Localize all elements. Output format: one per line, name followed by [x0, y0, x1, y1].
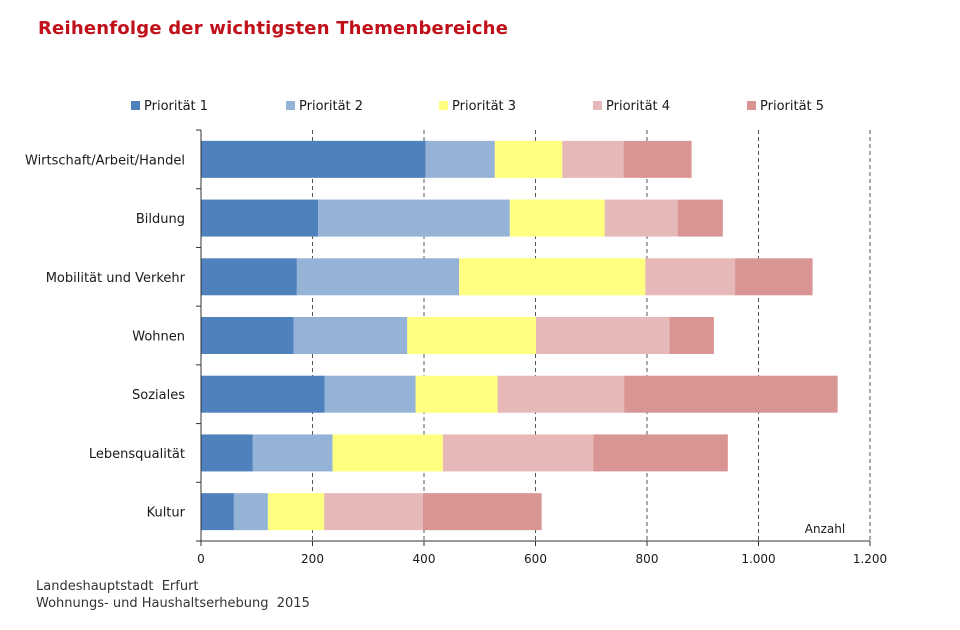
footer-line-1: Landeshauptstadt Erfurt: [36, 578, 310, 595]
legend-swatch: [439, 101, 448, 110]
bar-segment: [562, 141, 623, 178]
bar-segment: [510, 200, 605, 237]
x-tick-label: 0: [197, 552, 205, 566]
x-axis-label: Anzahl: [805, 522, 845, 536]
bar-segment: [253, 434, 333, 471]
bar-segment: [201, 376, 325, 413]
bar-segment: [333, 434, 443, 471]
category-label: Lebensqualität: [89, 447, 185, 462]
legend-swatch: [593, 101, 602, 110]
source-footer: Landeshauptstadt Erfurt Wohnungs- und Ha…: [36, 578, 310, 612]
x-tick-label: 600: [524, 552, 547, 566]
bar-segment: [536, 317, 669, 354]
bar-segment: [645, 258, 735, 295]
bar-segment: [423, 493, 542, 530]
legend-swatch: [131, 101, 140, 110]
bar-segment: [201, 317, 294, 354]
x-tick-label: 400: [413, 552, 436, 566]
bar-segment: [624, 376, 838, 413]
legend-label: Priorität 2: [299, 99, 363, 114]
bar-segment: [201, 258, 297, 295]
x-tick-label: 1.200: [853, 552, 887, 566]
legend-label: Priorität 5: [760, 99, 824, 114]
category-label: Wohnen: [132, 330, 185, 345]
bar-segment: [605, 200, 678, 237]
bar-segment: [201, 200, 318, 237]
category-label: Wirtschaft/Arbeit/Handel: [25, 153, 185, 168]
bar-segment: [735, 258, 812, 295]
category-label: Soziales: [132, 388, 185, 403]
category-label: Kultur: [147, 506, 186, 521]
category-labels: Wirtschaft/Arbeit/Handel Bildung Mobilität…: [25, 153, 186, 520]
legend-label: Priorität 4: [606, 99, 670, 114]
legend-swatch: [747, 101, 756, 110]
bar-segment: [325, 376, 416, 413]
bar-segment: [201, 141, 426, 178]
bar-segment: [459, 258, 645, 295]
bar-segment: [669, 317, 714, 354]
x-tick-labels: 0 200 400 600 800 1.000 1.200: [197, 552, 887, 566]
bar-segment: [593, 434, 727, 471]
bar-segment: [201, 434, 253, 471]
bar-segment: [234, 493, 268, 530]
bar-segment: [498, 376, 625, 413]
legend: Priorität 1 Priorität 2 Priorität 3 Priorit…: [131, 99, 824, 114]
bar-segment: [318, 200, 510, 237]
bar-segment: [443, 434, 594, 471]
bar-segment: [426, 141, 495, 178]
legend-label: Priorität 3: [452, 99, 516, 114]
bar-segment: [268, 493, 324, 530]
bar-segment: [324, 493, 423, 530]
x-tick-label: 800: [636, 552, 659, 566]
bar-segment: [495, 141, 562, 178]
category-label: Mobilität und Verkehr: [46, 271, 186, 286]
legend-label: Priorität 1: [144, 99, 208, 114]
footer-line-2: Wohnungs- und Haushaltserhebung 2015: [36, 595, 310, 612]
bar-segment: [416, 376, 498, 413]
bar-segment: [407, 317, 536, 354]
x-tick-label: 1.000: [741, 552, 775, 566]
bars: [201, 141, 838, 530]
bar-segment: [201, 493, 234, 530]
x-tick-label: 200: [301, 552, 324, 566]
bar-segment: [294, 317, 408, 354]
legend-swatch: [286, 101, 295, 110]
bar-segment: [624, 141, 692, 178]
bar-segment: [678, 200, 723, 237]
bar-segment: [297, 258, 459, 295]
category-label: Bildung: [136, 212, 185, 227]
stacked-bar-chart: Wirtschaft/Arbeit/Handel Bildung Mobilität…: [0, 0, 960, 630]
